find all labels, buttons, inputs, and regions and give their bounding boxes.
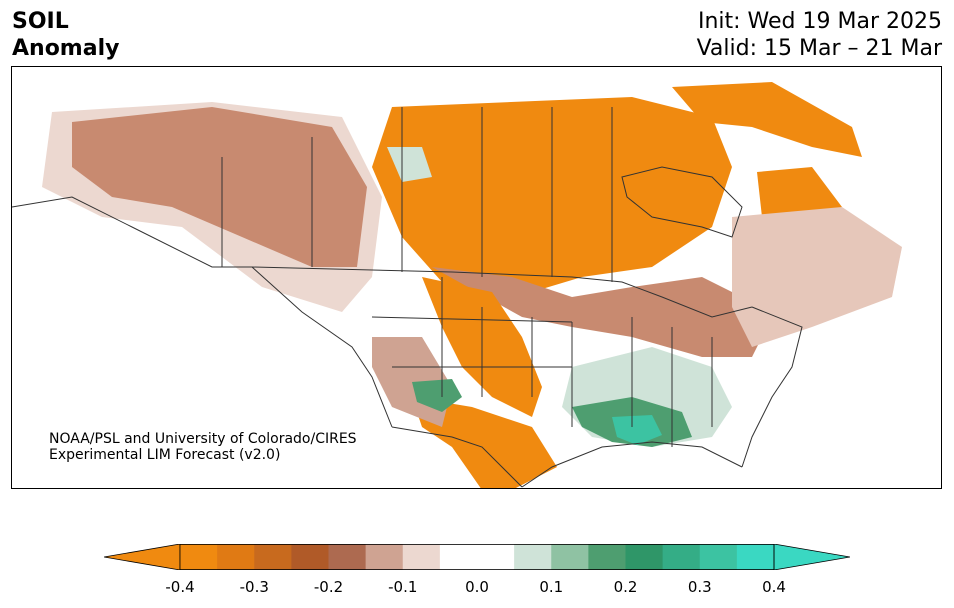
anomaly-map bbox=[11, 66, 942, 489]
orange-arctic-east bbox=[672, 82, 862, 157]
colorbar-extend-high bbox=[773, 544, 850, 570]
forecast-dates: Init: Wed 19 Mar 2025 Valid: 15 Mar – 21… bbox=[697, 8, 942, 62]
hudson-bay bbox=[621, 166, 743, 238]
title-line-variable: SOIL bbox=[12, 9, 69, 34]
colorbar-tick-label: 0.4 bbox=[762, 578, 786, 596]
colorbar-tick-labels: -0.4 -0.3 -0.2 -0.1 0.0 0.1 0.2 0.3 0.4 bbox=[0, 578, 954, 598]
brown-band-west bbox=[72, 107, 367, 267]
colorbar-tick-label: 0.3 bbox=[687, 578, 712, 596]
colorbar-bin bbox=[736, 544, 775, 570]
west-coast bbox=[12, 196, 393, 428]
colorbar-bin bbox=[365, 544, 404, 570]
colorbar-tick-label: -0.1 bbox=[388, 578, 418, 596]
colorbar-bin bbox=[402, 544, 441, 570]
colorbar bbox=[104, 544, 850, 570]
title-line-anomaly: Anomaly bbox=[12, 36, 120, 61]
colorbar-bin bbox=[477, 544, 515, 570]
us-mexico-border bbox=[391, 426, 523, 488]
data-credit: NOAA/PSL and University of Colorado/CIRE… bbox=[49, 431, 357, 463]
colorbar-bin bbox=[291, 544, 329, 570]
credit-line-1: NOAA/PSL and University of Colorado/CIRE… bbox=[49, 431, 357, 447]
colorbar-tick-label: 0.2 bbox=[613, 578, 638, 596]
colorbar-bin bbox=[625, 544, 664, 570]
gulf-coast bbox=[521, 441, 743, 488]
brown-band-plains bbox=[432, 267, 772, 357]
province-lines bbox=[221, 107, 613, 282]
colorbar-bin bbox=[328, 544, 367, 570]
colorbar-bin bbox=[514, 544, 552, 570]
colorbar-bin bbox=[699, 544, 738, 570]
colorbar-tick-label: 0.0 bbox=[465, 578, 489, 596]
state-lines bbox=[371, 277, 713, 447]
light-green-arctic bbox=[387, 147, 432, 182]
map-svg bbox=[12, 82, 902, 488]
orange-southwest bbox=[412, 397, 557, 488]
colorbar-bin bbox=[217, 544, 255, 570]
credit-line-2: Experimental LIM Forecast (v2.0) bbox=[49, 447, 281, 463]
colorbar-bin bbox=[180, 544, 218, 570]
colorbar-bin bbox=[551, 544, 589, 570]
political-borders bbox=[12, 107, 803, 488]
colorbar-tick-label: -0.3 bbox=[239, 578, 269, 596]
green-nevada bbox=[412, 379, 462, 412]
init-date: Init: Wed 19 Mar 2025 bbox=[697, 9, 942, 34]
colorbar-bin bbox=[662, 544, 701, 570]
us-canada-border bbox=[251, 266, 753, 318]
colorbar-extend-low bbox=[104, 544, 181, 570]
colorbar-bin bbox=[254, 544, 292, 570]
dry-anomaly-regions bbox=[42, 82, 902, 488]
map-title: SOIL Anomaly bbox=[12, 8, 119, 62]
colorbar-tick-label: -0.4 bbox=[165, 578, 195, 596]
valid-range: Valid: 15 Mar – 21 Mar bbox=[696, 36, 942, 61]
colorbar-tick-label: 0.1 bbox=[539, 578, 564, 596]
colorbar-tick-label: -0.2 bbox=[313, 578, 344, 596]
colorbar-bin bbox=[588, 544, 626, 570]
colorbar-bin bbox=[439, 544, 478, 570]
colorbar-outline bbox=[179, 544, 775, 570]
teal-gulf-core bbox=[612, 415, 662, 445]
east-coast bbox=[741, 306, 803, 468]
light-brown-east bbox=[732, 207, 902, 347]
